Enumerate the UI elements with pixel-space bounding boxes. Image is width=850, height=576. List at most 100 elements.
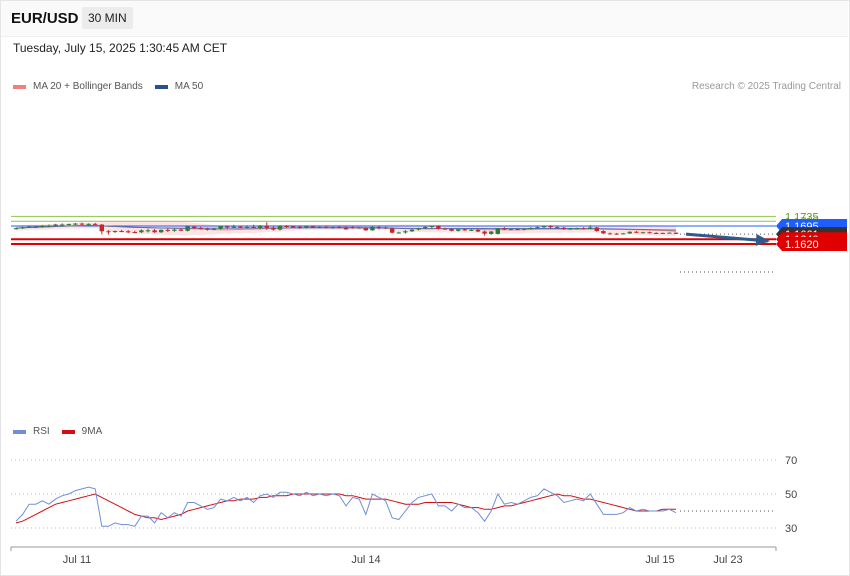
ma20-swatch [13, 84, 26, 89]
candle-body [20, 227, 25, 229]
candle-body [13, 228, 19, 230]
candle-body [251, 226, 256, 228]
candle-body [568, 228, 573, 230]
time-axis-label-jul-15: Jul 15 [645, 554, 674, 566]
candle-body [601, 231, 606, 234]
candle-body [218, 226, 223, 229]
candle-body [442, 228, 448, 230]
candle-body [27, 226, 32, 228]
candle-body [172, 229, 177, 231]
candle-body [607, 233, 613, 235]
candle-body [73, 223, 78, 225]
candle-body [291, 226, 296, 228]
price-legend: MA 20 + Bollinger Bands MA 50 [13, 81, 203, 92]
candle-body [423, 226, 428, 229]
candle-body [535, 227, 540, 229]
candle-body [396, 232, 401, 234]
candle-body [429, 226, 434, 227]
candles-group [13, 222, 679, 236]
rsi-axis-label-30: 30 [785, 523, 797, 535]
candle-body [508, 229, 514, 231]
candle-body [337, 227, 342, 229]
time-axis-label-jul-11: Jul 11 [63, 554, 92, 566]
candle-body [640, 232, 646, 234]
candle-body [475, 229, 481, 232]
candle-body [205, 228, 210, 230]
candle-body [436, 226, 441, 229]
candle-body [449, 228, 454, 231]
rsi-legend: RSI 9MA [13, 426, 102, 437]
candle-body [370, 226, 375, 231]
timeframe-button[interactable]: 30 MIN [82, 7, 133, 29]
candle-body [53, 224, 58, 226]
candle-body [99, 224, 104, 232]
legend-rsi-ma: 9MA [81, 426, 103, 437]
candle-body [244, 226, 250, 228]
candle-body [376, 226, 382, 228]
rsi-axis-label-50: 50 [785, 489, 797, 501]
candle-body [271, 227, 276, 230]
candle-body [495, 228, 500, 234]
candle-body [40, 226, 45, 227]
candle-body [106, 231, 111, 233]
candle-body [489, 231, 494, 234]
candle-body [297, 226, 302, 228]
candle-body [588, 227, 593, 229]
candle-body [93, 223, 98, 225]
forecast-arrow-head [755, 234, 770, 246]
candle-body [482, 231, 487, 234]
candle-body [548, 226, 553, 228]
candle-body [515, 229, 520, 231]
candle-body [409, 229, 415, 232]
candle-body [330, 227, 335, 229]
candle-body [403, 231, 408, 233]
candle-body [581, 228, 586, 230]
candle-body [383, 227, 388, 229]
candle-body [66, 224, 71, 226]
rsi-swatch [13, 429, 26, 434]
candle-body [178, 229, 184, 231]
candle-body [673, 232, 679, 234]
candle-body [165, 229, 170, 231]
time-axis-label-jul-23: Jul 23 [713, 554, 742, 566]
candle-body [119, 231, 124, 233]
candle-body [159, 229, 164, 233]
candle-body [363, 228, 368, 231]
candle-body [634, 231, 639, 233]
candle-body [310, 226, 316, 228]
candle-body [86, 223, 91, 225]
candle-body [594, 227, 599, 232]
candle-body [277, 226, 283, 230]
candle-body [667, 232, 672, 234]
legend-rsi: RSI [33, 426, 50, 437]
candle-body [462, 229, 467, 231]
candle-body [304, 226, 309, 228]
candle-body [350, 227, 355, 229]
candle-body [456, 229, 461, 231]
candle-body [79, 223, 85, 225]
research-credit: Research © 2025 Trading Central [691, 81, 841, 92]
candle-body [574, 228, 580, 230]
candle-body [627, 231, 632, 234]
candle-body [198, 227, 203, 229]
candle-body [238, 226, 243, 228]
candle-body [284, 226, 289, 227]
candle-body [522, 228, 527, 230]
legend-ma50: MA 50 [174, 81, 204, 92]
candle-body [502, 228, 507, 230]
candle-body [621, 233, 626, 235]
candle-body [660, 232, 665, 234]
candle-body [390, 228, 395, 233]
instrument-title: EUR/USD [11, 10, 79, 27]
candle-body [185, 226, 190, 231]
candle-body [258, 226, 263, 228]
candle-body [126, 231, 131, 233]
forecast-arrow-shaft [685, 232, 769, 243]
candle-body [647, 232, 652, 234]
candle-body [528, 227, 533, 229]
rsi-line [15, 486, 677, 527]
ma50-swatch [154, 84, 168, 89]
header-bar: EUR/USD 30 MIN [0, 0, 848, 37]
candle-body [132, 232, 137, 233]
